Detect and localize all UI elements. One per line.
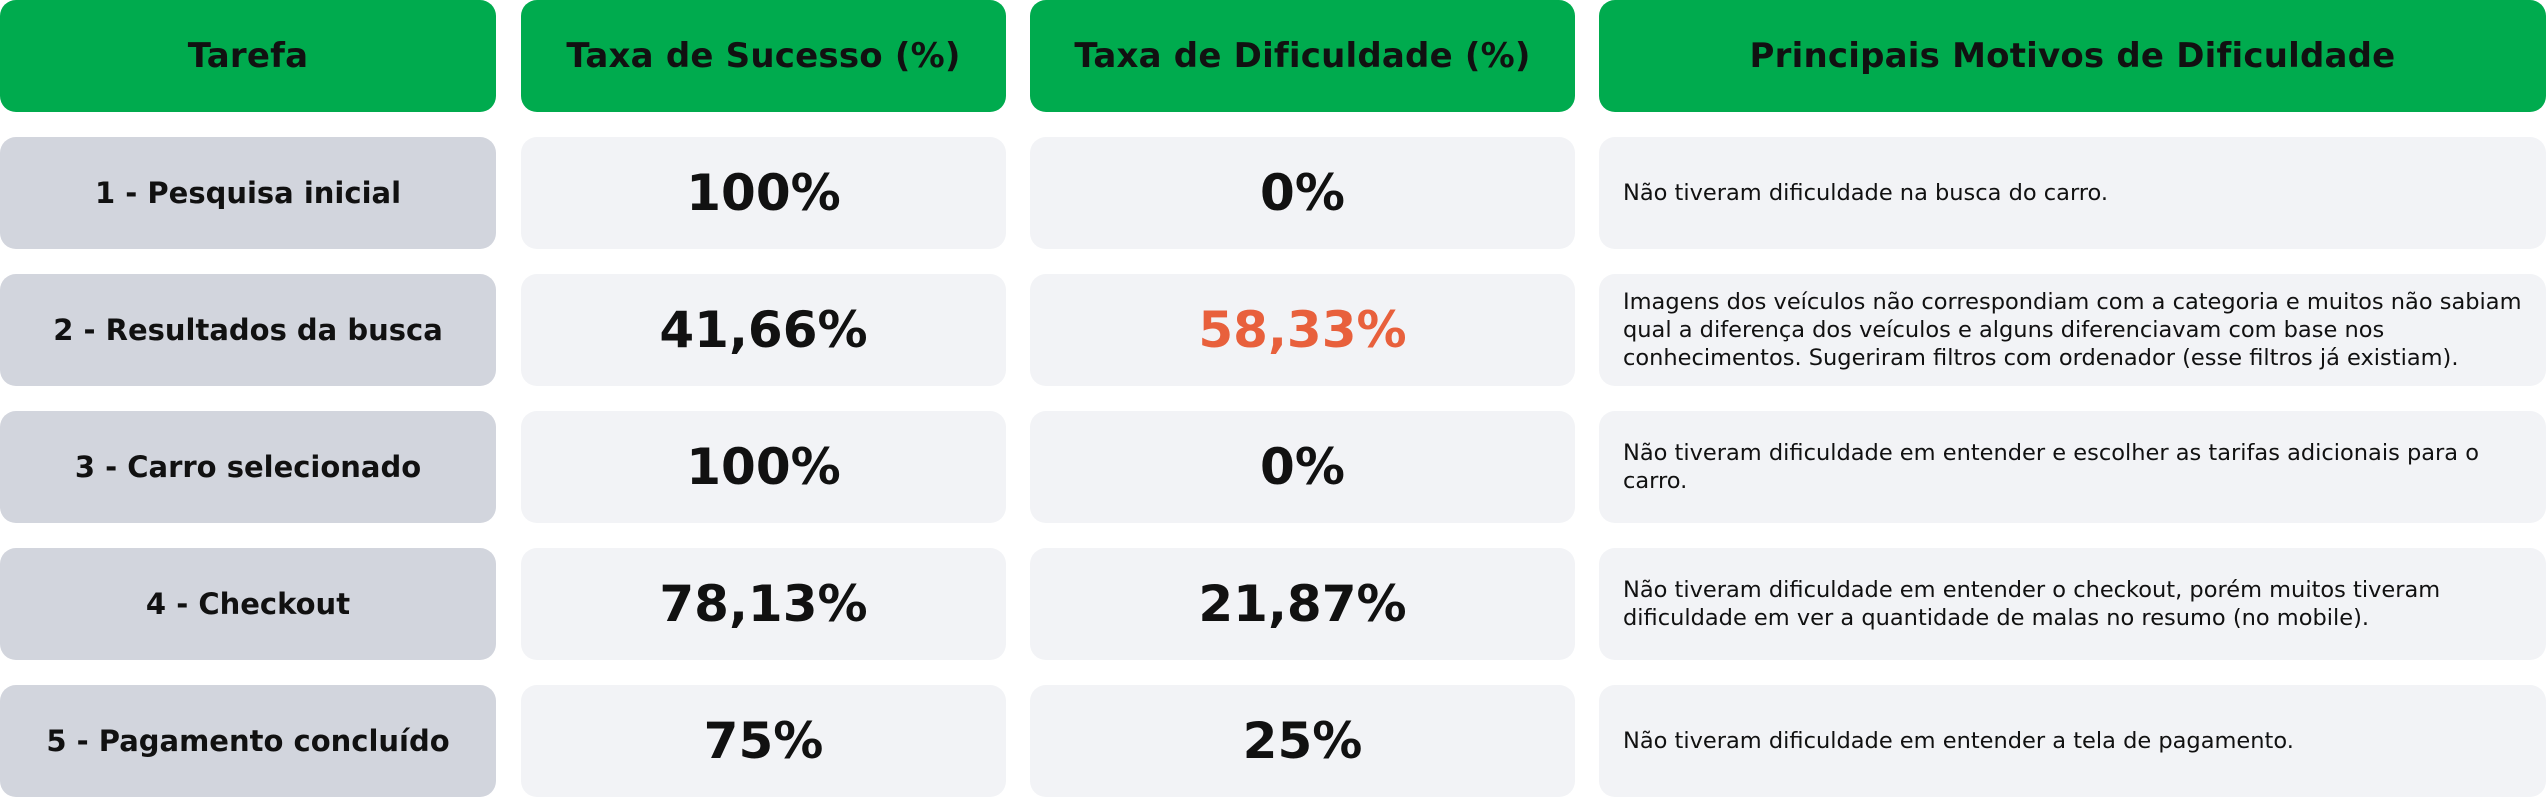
difficulty-rate-cell: 25%: [1030, 685, 1575, 797]
difficulty-rate-value: 58,33%: [1198, 301, 1407, 359]
success-rate-value: 41,66%: [659, 301, 868, 359]
difficulty-rate-cell: 21,87%: [1030, 548, 1575, 660]
difficulty-rate-value: 0%: [1260, 164, 1345, 222]
difficulty-reason-text: Imagens dos veículos não correspondiam c…: [1623, 289, 2522, 371]
difficulty-rate-value: 0%: [1260, 438, 1345, 496]
task-cell: 3 - Carro selecionado: [0, 411, 496, 523]
task-cell: 4 - Checkout: [0, 548, 496, 660]
difficulty-reason-text: Não tiveram dificuldade em entender e es…: [1623, 440, 2479, 494]
task-cell: 1 - Pesquisa inicial: [0, 137, 496, 249]
task-label: 5 - Pagamento concluído: [46, 724, 450, 758]
header-task: Tarefa: [0, 0, 496, 112]
difficulty-rate-cell: 0%: [1030, 137, 1575, 249]
difficulty-reason-cell: Imagens dos veículos não correspondiam c…: [1599, 274, 2546, 386]
difficulty-reason-text: Não tiveram dificuldade em entender o ch…: [1623, 577, 2441, 631]
success-rate-cell: 75%: [521, 685, 1006, 797]
header-success-rate-label: Taxa de Sucesso (%): [566, 36, 961, 76]
task-label: 2 - Resultados da busca: [53, 313, 443, 347]
difficulty-reason-cell: Não tiveram dificuldade em entender a te…: [1599, 685, 2546, 797]
success-rate-value: 100%: [686, 438, 841, 496]
header-difficulty-rate: Taxa de Dificuldade (%): [1030, 0, 1575, 112]
success-rate-cell: 100%: [521, 137, 1006, 249]
task-cell: 5 - Pagamento concluído: [0, 685, 496, 797]
task-label: 4 - Checkout: [145, 587, 351, 621]
success-rate-cell: 78,13%: [521, 548, 1006, 660]
difficulty-rate-value: 21,87%: [1198, 575, 1407, 633]
header-difficulty-rate-label: Taxa de Dificuldade (%): [1074, 36, 1531, 76]
success-rate-cell: 100%: [521, 411, 1006, 523]
header-difficulty-reasons-label: Principais Motivos de Dificuldade: [1749, 36, 2396, 76]
task-cell: 2 - Resultados da busca: [0, 274, 496, 386]
success-rate-value: 75%: [703, 712, 824, 770]
task-label: 1 - Pesquisa inicial: [94, 176, 402, 210]
difficulty-reason-text: Não tiveram dificuldade em entender a te…: [1623, 728, 2294, 754]
difficulty-rate-value: 25%: [1242, 712, 1363, 770]
difficulty-rate-cell: 0%: [1030, 411, 1575, 523]
task-label: 3 - Carro selecionado: [74, 450, 422, 484]
success-rate-cell: 41,66%: [521, 274, 1006, 386]
difficulty-rate-cell-highlighted: 58,33%: [1030, 274, 1575, 386]
difficulty-reason-cell: Não tiveram dificuldade em entender o ch…: [1599, 548, 2546, 660]
success-rate-value: 100%: [686, 164, 841, 222]
difficulty-reason-cell: Não tiveram dificuldade na busca do carr…: [1599, 137, 2546, 249]
header-difficulty-reasons: Principais Motivos de Dificuldade: [1599, 0, 2546, 112]
header-task-label: Tarefa: [187, 36, 309, 76]
difficulty-reason-text: Não tiveram dificuldade na busca do carr…: [1623, 180, 2109, 206]
header-success-rate: Taxa de Sucesso (%): [521, 0, 1006, 112]
success-rate-value: 78,13%: [659, 575, 868, 633]
difficulty-reason-cell: Não tiveram dificuldade em entender e es…: [1599, 411, 2546, 523]
